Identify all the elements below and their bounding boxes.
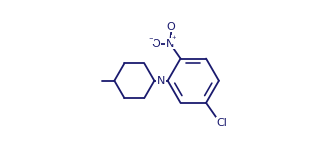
Text: Cl: Cl bbox=[217, 118, 228, 128]
Text: $^{-}$: $^{-}$ bbox=[147, 35, 154, 44]
Text: $^{+}$: $^{+}$ bbox=[172, 35, 177, 44]
Text: N: N bbox=[157, 76, 165, 86]
Text: N: N bbox=[166, 39, 174, 49]
Text: O: O bbox=[167, 22, 176, 32]
Text: O: O bbox=[151, 39, 160, 49]
